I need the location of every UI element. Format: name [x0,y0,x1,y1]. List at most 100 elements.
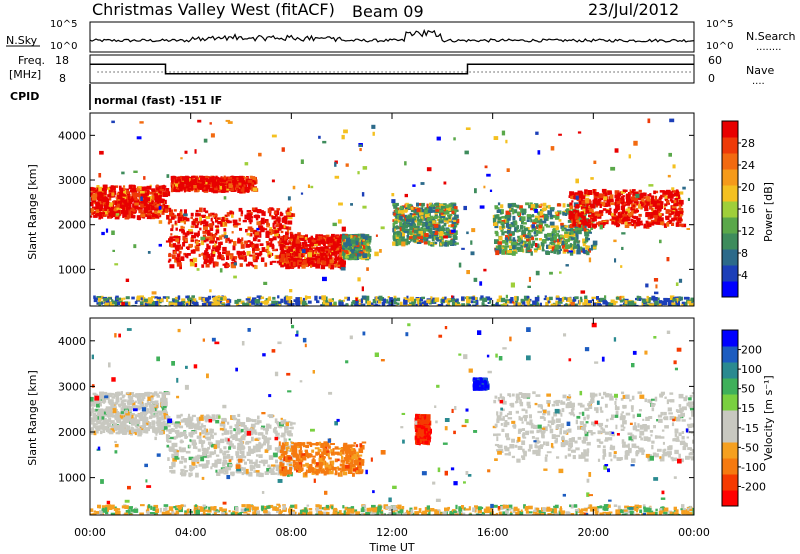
power-cell [401,210,404,215]
power-cell [611,216,615,222]
power-cell [252,237,257,242]
power-cell [170,233,173,236]
power-cell [175,238,179,243]
power-cell [512,209,515,215]
power-cell [579,220,584,225]
power-cell [322,261,327,266]
power-cell [614,209,618,213]
power-cell [417,229,422,232]
power-cell [239,177,242,183]
power-cell [324,263,330,267]
power-cell-near [423,304,429,306]
power-cell [295,239,301,244]
power-cell [620,196,625,201]
power-cell [513,204,517,208]
power-cell [429,242,433,245]
power-cell [199,227,202,231]
power-cell [285,232,289,236]
power-cell [213,216,217,219]
power-cell [449,240,453,246]
power-cell [240,241,244,245]
power-cell [155,214,158,219]
power-cell [395,241,399,247]
power-cell [424,227,428,232]
power-cell [580,216,586,219]
power-cell [129,203,132,209]
power-cell-near [407,304,412,306]
power-cell [218,256,223,260]
power-cell [536,233,539,236]
power-cell [229,210,233,215]
power-cell [678,198,682,202]
power-cell [452,220,457,224]
power-cell [246,251,251,256]
power-cell [295,246,299,250]
power-cell [417,219,422,222]
power-cell [542,226,545,231]
power-cell-near [647,297,652,301]
power-cell [219,241,223,245]
power-cell [141,199,146,204]
power-cell [233,225,238,228]
power-cell-near [295,297,300,302]
power-cell [108,212,113,217]
power-cell [418,235,423,239]
power-cell [505,210,511,215]
power-cell [496,245,499,249]
power-cell-near [198,296,203,301]
power-cell [673,190,676,193]
power-cell [531,226,536,231]
power-cell [413,210,418,216]
power-cell [256,209,262,214]
power-cell [128,185,133,190]
power-cell [515,221,518,226]
power-cell [656,210,659,214]
power-cell [561,227,565,232]
power-speck [375,234,378,237]
power-cell [396,226,401,230]
power-cell [301,242,305,246]
power-speck [632,206,636,210]
power-cell [311,254,317,258]
power-cell [162,203,166,208]
power-cell-near [444,299,449,303]
power-cell [658,205,661,208]
power-cell [260,227,265,233]
power-cell [269,211,272,217]
power-cell [208,179,211,185]
power-cell [183,188,186,193]
power-cell [536,211,541,215]
power-cell-near [624,300,628,305]
power-cell-near [586,301,591,306]
power-cell [90,187,95,191]
power-cell-near [98,297,102,302]
power-cell-near [692,303,694,306]
power-cell-near [559,304,564,306]
power-cell [504,214,510,219]
power-cell [266,220,269,226]
power-cell [96,185,100,188]
power-cell-near [530,304,533,306]
power-speck [534,208,538,213]
power-cell [633,197,639,202]
power-cell [147,212,151,216]
power-cell-near [599,297,605,302]
power-cell [276,260,280,264]
power-cell [671,190,675,193]
power-cell [203,180,206,184]
power-cell-near [172,299,176,303]
power-cell [365,248,371,252]
power-cell [310,240,314,245]
power-cell [443,216,446,221]
power-cell-near [207,301,212,306]
power-cell [130,213,133,216]
power-cell [582,238,586,244]
power-cell [249,254,254,257]
power-cell [581,195,586,200]
power-cell [173,209,177,212]
power-cell [309,256,313,259]
power-cell-near [242,302,246,306]
power-cell-near [331,298,334,301]
power-cell [174,258,177,263]
power-cell [396,215,400,220]
